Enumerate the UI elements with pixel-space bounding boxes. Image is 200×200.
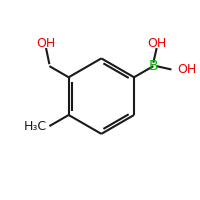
Text: OH: OH (36, 37, 56, 50)
Text: OH: OH (177, 63, 196, 76)
Text: H₃C: H₃C (24, 120, 47, 133)
Text: B: B (149, 59, 158, 73)
Text: OH: OH (147, 37, 166, 50)
